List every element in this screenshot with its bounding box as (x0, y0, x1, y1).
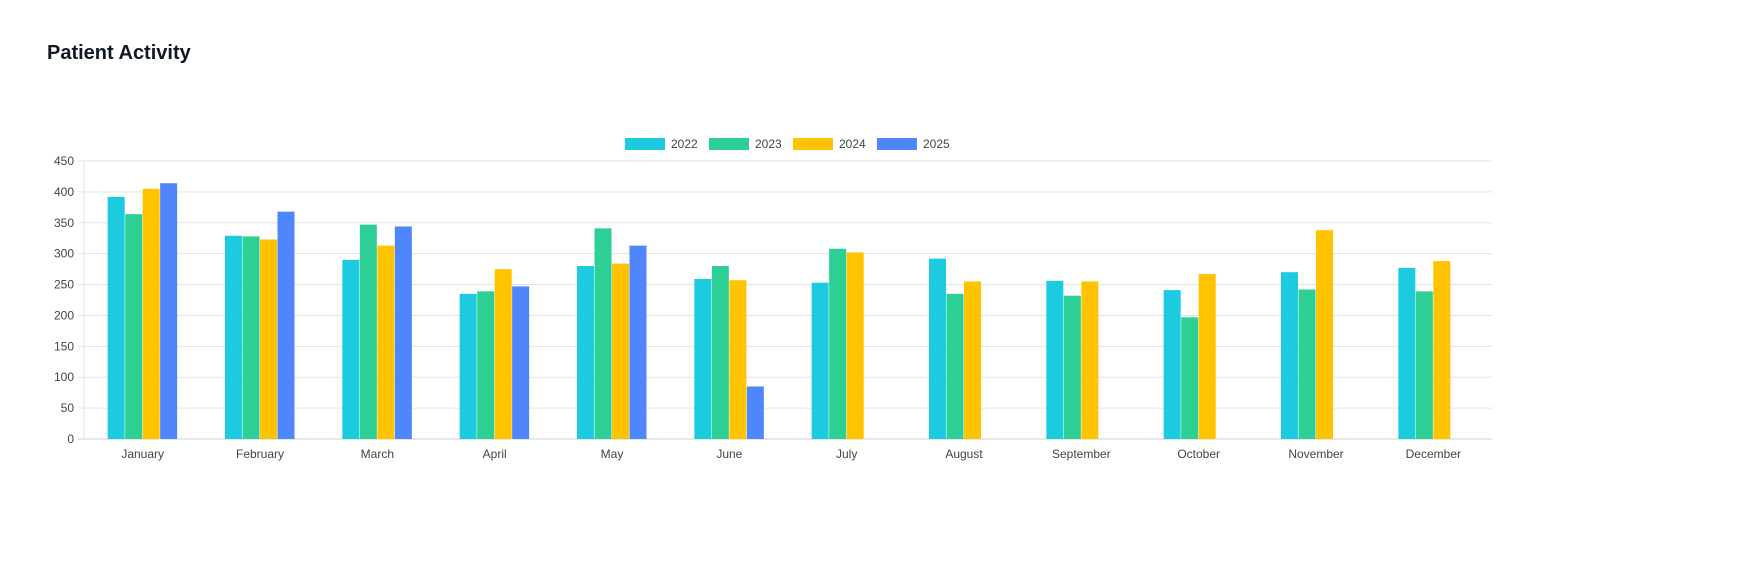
y-tick-label: 200 (54, 308, 74, 322)
x-tick-label: May (601, 447, 624, 461)
bar-2025-february[interactable] (277, 211, 295, 439)
bar-2022-september[interactable] (1046, 280, 1064, 439)
bar-2023-july[interactable] (829, 248, 847, 439)
legend-swatch-2024[interactable] (793, 138, 833, 150)
bar-2024-june[interactable] (729, 280, 747, 439)
legend-swatch-2025[interactable] (877, 138, 917, 150)
bar-2024-march[interactable] (377, 245, 395, 439)
bar-2022-december[interactable] (1398, 267, 1416, 439)
bar-2023-january[interactable] (125, 214, 143, 439)
bar-2025-january[interactable] (160, 183, 178, 439)
bar-2024-may[interactable] (612, 263, 629, 439)
bar-2025-may[interactable] (629, 245, 647, 439)
bar-2022-october[interactable] (1163, 290, 1181, 439)
y-tick-label: 350 (54, 216, 74, 230)
bar-2023-september[interactable] (1063, 295, 1081, 439)
x-tick-label: January (121, 447, 164, 461)
y-tick-label: 300 (54, 247, 74, 261)
bar-2023-october[interactable] (1181, 317, 1199, 439)
x-tick-label: November (1288, 447, 1343, 461)
y-tick-label: 450 (54, 154, 74, 168)
bar-2023-april[interactable] (477, 291, 495, 439)
y-tick-label: 250 (54, 278, 74, 292)
x-tick-label: April (483, 447, 507, 461)
x-tick-label: October (1177, 447, 1220, 461)
bar-2022-january[interactable] (107, 196, 125, 439)
legend-label-2022[interactable]: 2022 (671, 137, 698, 151)
x-tick-label: July (836, 447, 857, 461)
legend-label-2024[interactable]: 2024 (839, 137, 866, 151)
x-tick-label: March (361, 447, 394, 461)
bar-2022-march[interactable] (342, 259, 360, 439)
bar-2022-june[interactable] (694, 278, 712, 439)
bar-2024-october[interactable] (1198, 274, 1216, 439)
legend-swatch-2022[interactable] (625, 138, 665, 150)
bar-2024-august[interactable] (964, 281, 981, 439)
bar-2023-february[interactable] (242, 236, 260, 439)
bar-2022-november[interactable] (1281, 272, 1298, 439)
legend-label-2025[interactable]: 2025 (923, 137, 950, 151)
x-tick-label: June (716, 447, 742, 461)
bar-2023-march[interactable] (359, 224, 377, 439)
bar-2023-june[interactable] (711, 266, 729, 439)
bar-2025-march[interactable] (394, 226, 412, 439)
y-tick-label: 50 (61, 401, 75, 415)
bar-2022-august[interactable] (929, 258, 946, 439)
y-tick-label: 150 (54, 339, 74, 353)
x-tick-label: February (236, 447, 284, 461)
y-tick-label: 400 (54, 185, 74, 199)
bar-2025-june[interactable] (746, 386, 764, 439)
bar-2023-may[interactable] (594, 228, 612, 439)
bar-2024-january[interactable] (142, 188, 160, 439)
bar-2024-november[interactable] (1316, 230, 1333, 439)
legend-swatch-2023[interactable] (709, 138, 749, 150)
bar-2023-december[interactable] (1415, 291, 1433, 439)
bar-2024-april[interactable] (494, 269, 512, 439)
bar-2023-november[interactable] (1298, 289, 1316, 439)
page-title: Patient Activity (47, 42, 191, 64)
x-tick-label: August (945, 447, 983, 461)
bar-2025-april[interactable] (512, 286, 530, 439)
legend-label-2023[interactable]: 2023 (755, 137, 782, 151)
x-tick-label: December (1406, 447, 1461, 461)
bar-2022-february[interactable] (225, 235, 242, 439)
bar-2022-may[interactable] (577, 266, 594, 439)
bar-2024-july[interactable] (846, 252, 864, 439)
bar-2022-july[interactable] (811, 282, 829, 439)
bar-2024-december[interactable] (1433, 261, 1451, 439)
bar-2023-august[interactable] (946, 293, 964, 439)
x-tick-label: September (1052, 447, 1111, 461)
y-tick-label: 100 (54, 370, 74, 384)
bar-2022-april[interactable] (459, 293, 477, 439)
bar-2024-september[interactable] (1081, 281, 1099, 439)
bar-2024-february[interactable] (260, 239, 277, 439)
y-tick-label: 0 (67, 432, 74, 446)
